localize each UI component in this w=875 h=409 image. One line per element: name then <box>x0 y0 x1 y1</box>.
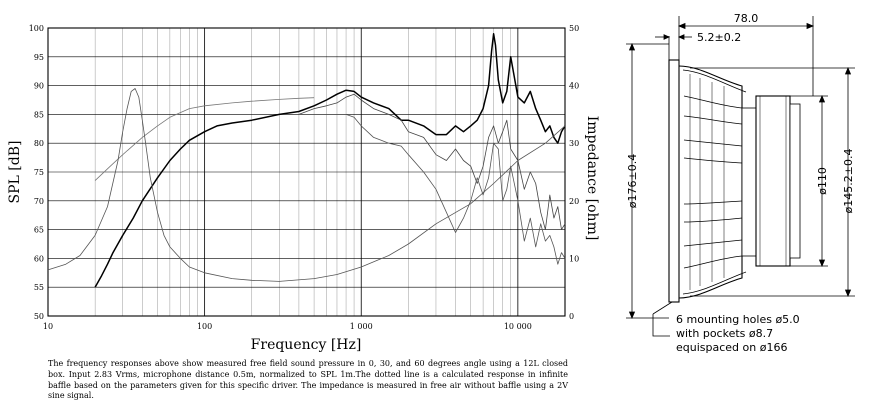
series-line-impedance <box>47 88 566 282</box>
dim-outer-diameter: ø176±0.4 <box>626 154 639 208</box>
series-line-spl-infinite-baffle <box>94 97 315 181</box>
y-tick-label-right: 50 <box>569 24 579 33</box>
y-tick-label-left: 75 <box>34 168 44 177</box>
dim-cutout-diameter: ø145.2±0.4 <box>842 149 855 214</box>
mounting-note-leader <box>652 314 670 337</box>
y-tick-label-left: 90 <box>34 82 44 91</box>
y-axis-label-left: SPL [dB] <box>7 141 23 204</box>
y-tick-label-left: 50 <box>34 312 44 321</box>
arrowhead <box>844 66 852 298</box>
y-tick-label-right: 10 <box>569 254 579 263</box>
dim-flange: 5.2±0.2 <box>697 31 741 44</box>
figure-caption: The frequency responses above show measu… <box>48 359 568 401</box>
arrowhead <box>628 42 636 320</box>
y-tick-label-left: 85 <box>34 110 44 119</box>
speaker-back-plate <box>789 103 801 259</box>
y-tick-label-right: 40 <box>569 82 579 91</box>
speaker-basket-hatching <box>689 74 725 290</box>
y-tick-label-left: 65 <box>34 226 44 235</box>
arrowhead <box>663 34 685 40</box>
speaker-side-view <box>668 59 801 303</box>
series-line-spl-30deg <box>298 93 566 231</box>
y-tick-label-left: 55 <box>34 283 44 292</box>
speaker-basket-edge <box>682 69 747 295</box>
speaker-basket-outline <box>678 65 743 299</box>
driver-dimension-drawing: 78.0 5.2±0.2 ø176±0.4 ø110 ø145.2±0.4 <box>626 12 855 354</box>
mounting-note-line-1: 6 mounting holes ø5.0 <box>676 313 800 326</box>
speaker-magnet <box>755 95 791 267</box>
y-tick-label-right: 20 <box>569 197 579 206</box>
chart-grid <box>47 27 566 317</box>
x-axis-label: Frequency [Hz] <box>251 337 362 353</box>
y-tick-label-right: 30 <box>569 139 579 148</box>
y-tick-label-right: 0 <box>569 312 574 321</box>
series-line-spl-60deg <box>298 114 566 265</box>
x-tick-label: 10 000 <box>504 322 532 331</box>
arrowhead <box>677 22 815 30</box>
series-line-spl-0deg <box>94 33 566 288</box>
y-tick-label-left: 100 <box>29 24 44 33</box>
speaker-basket-ribs <box>683 95 743 269</box>
speaker-flange <box>668 59 680 303</box>
y-tick-label-left: 80 <box>34 139 44 148</box>
arrowhead <box>818 94 826 268</box>
mounting-note-leader <box>652 301 673 315</box>
y-axis-label-right: Impedance [ohm] <box>584 116 600 241</box>
series-layer <box>47 33 566 288</box>
x-tick-label: 100 <box>197 322 212 331</box>
x-tick-label: 10 <box>43 322 53 331</box>
x-tick-label: 1 000 <box>350 322 373 331</box>
mounting-note-line-2: with pockets ø8.7 <box>676 327 773 340</box>
plot-frame <box>47 27 566 317</box>
mounting-note-line-3: equispaced on ø166 <box>676 341 787 354</box>
y-tick-label-left: 70 <box>34 197 44 206</box>
y-tick-label-left: 60 <box>34 254 44 263</box>
y-tick-label-left: 95 <box>34 53 44 62</box>
dim-magnet-diameter: ø110 <box>816 167 829 195</box>
speaker-motor-plate <box>741 107 757 257</box>
dim-depth: 78.0 <box>734 12 759 25</box>
